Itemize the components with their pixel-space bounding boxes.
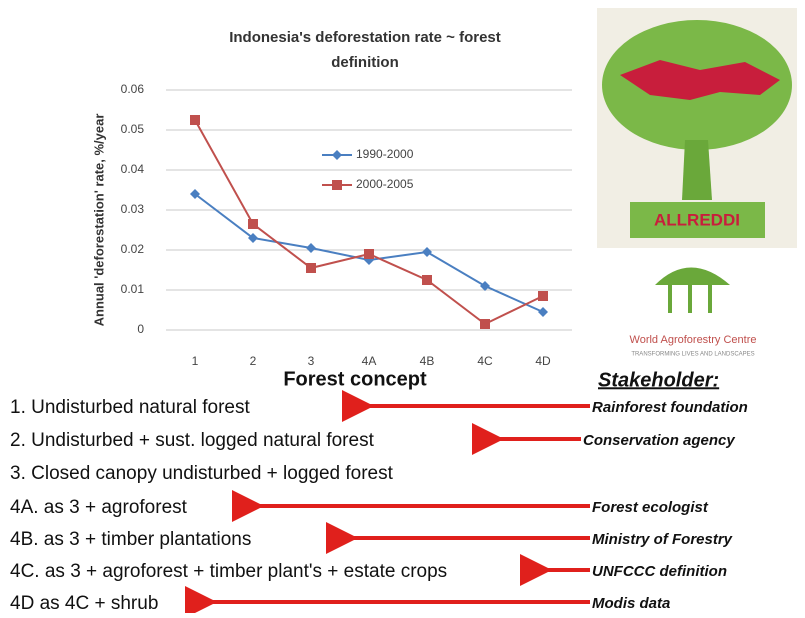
list-item: 4C. as 3 + agroforest + timber plant's +…: [10, 561, 447, 582]
list-item: 2. Undisturbed + sust. logged natural fo…: [10, 430, 375, 451]
y-tick-label: 0.05: [121, 122, 145, 136]
stakeholder: UNFCCC definition: [592, 563, 727, 580]
stakeholder-heading: Stakeholder:: [598, 369, 719, 391]
logo-tagline: TRANSFORMING LIVES AND LANDSCAPES: [631, 352, 754, 358]
icraf-logo: World Agroforestry Centre TRANSFORMING L…: [630, 268, 757, 358]
y-tick-label: 0.02: [121, 242, 145, 256]
marker: [538, 291, 548, 301]
y-tick-label: 0.04: [121, 162, 145, 176]
stakeholder: Modis data: [592, 595, 670, 612]
y-tick-label: 0.06: [121, 82, 145, 96]
list-item: 4A. as 3 + agroforest: [10, 497, 188, 518]
legend-marker: [332, 180, 342, 190]
logo-text: World Agroforestry Centre: [630, 334, 757, 346]
marker: [306, 243, 316, 253]
list-item: 3. Closed canopy undisturbed + logged fo…: [10, 463, 394, 484]
list-item: 1. Undisturbed natural forest: [10, 397, 250, 418]
marker: [306, 263, 316, 273]
list-item: 4B. as 3 + timber plantations: [10, 529, 251, 550]
marker: [422, 247, 432, 257]
allreddi-logo: ALLREDDI: [597, 8, 797, 248]
stakeholder: Forest ecologist: [592, 499, 709, 516]
marker: [364, 249, 374, 259]
stakeholder: Conservation agency: [583, 432, 735, 449]
chart-title: Indonesia's deforestation rate ~ forest: [229, 29, 501, 46]
y-axis-label: Annual 'deforestation' rate, %/year: [91, 114, 106, 327]
y-tick-label: 0.01: [121, 282, 145, 296]
marker: [422, 275, 432, 285]
chart-title: definition: [331, 54, 399, 71]
x-tick-label: 3: [308, 354, 315, 368]
x-axis-label: Forest concept: [283, 368, 427, 390]
legend-label: 2000-2005: [356, 177, 414, 191]
stakeholder: Ministry of Forestry: [592, 531, 733, 548]
legend-marker: [332, 150, 342, 160]
marker: [480, 319, 490, 329]
x-tick-label: 4C: [477, 354, 493, 368]
x-tick-label: 4D: [535, 354, 551, 368]
y-tick-label: 0.03: [121, 202, 145, 216]
x-tick-label: 1: [192, 354, 199, 368]
x-tick-label: 2: [250, 354, 257, 368]
y-tick-label: 0: [137, 322, 144, 336]
marker: [190, 115, 200, 125]
logo-text: ALLREDDI: [654, 210, 740, 229]
x-tick-label: 4A: [362, 354, 377, 368]
marker: [248, 219, 258, 229]
marker: [538, 307, 548, 317]
slide: Indonesia's deforestation rate ~ forest …: [0, 0, 805, 613]
stakeholder: Rainforest foundation: [592, 399, 748, 416]
x-tick-label: 4B: [420, 354, 435, 368]
legend-label: 1990-2000: [356, 147, 414, 161]
list-item: 4D as 4C + shrub: [10, 593, 158, 613]
